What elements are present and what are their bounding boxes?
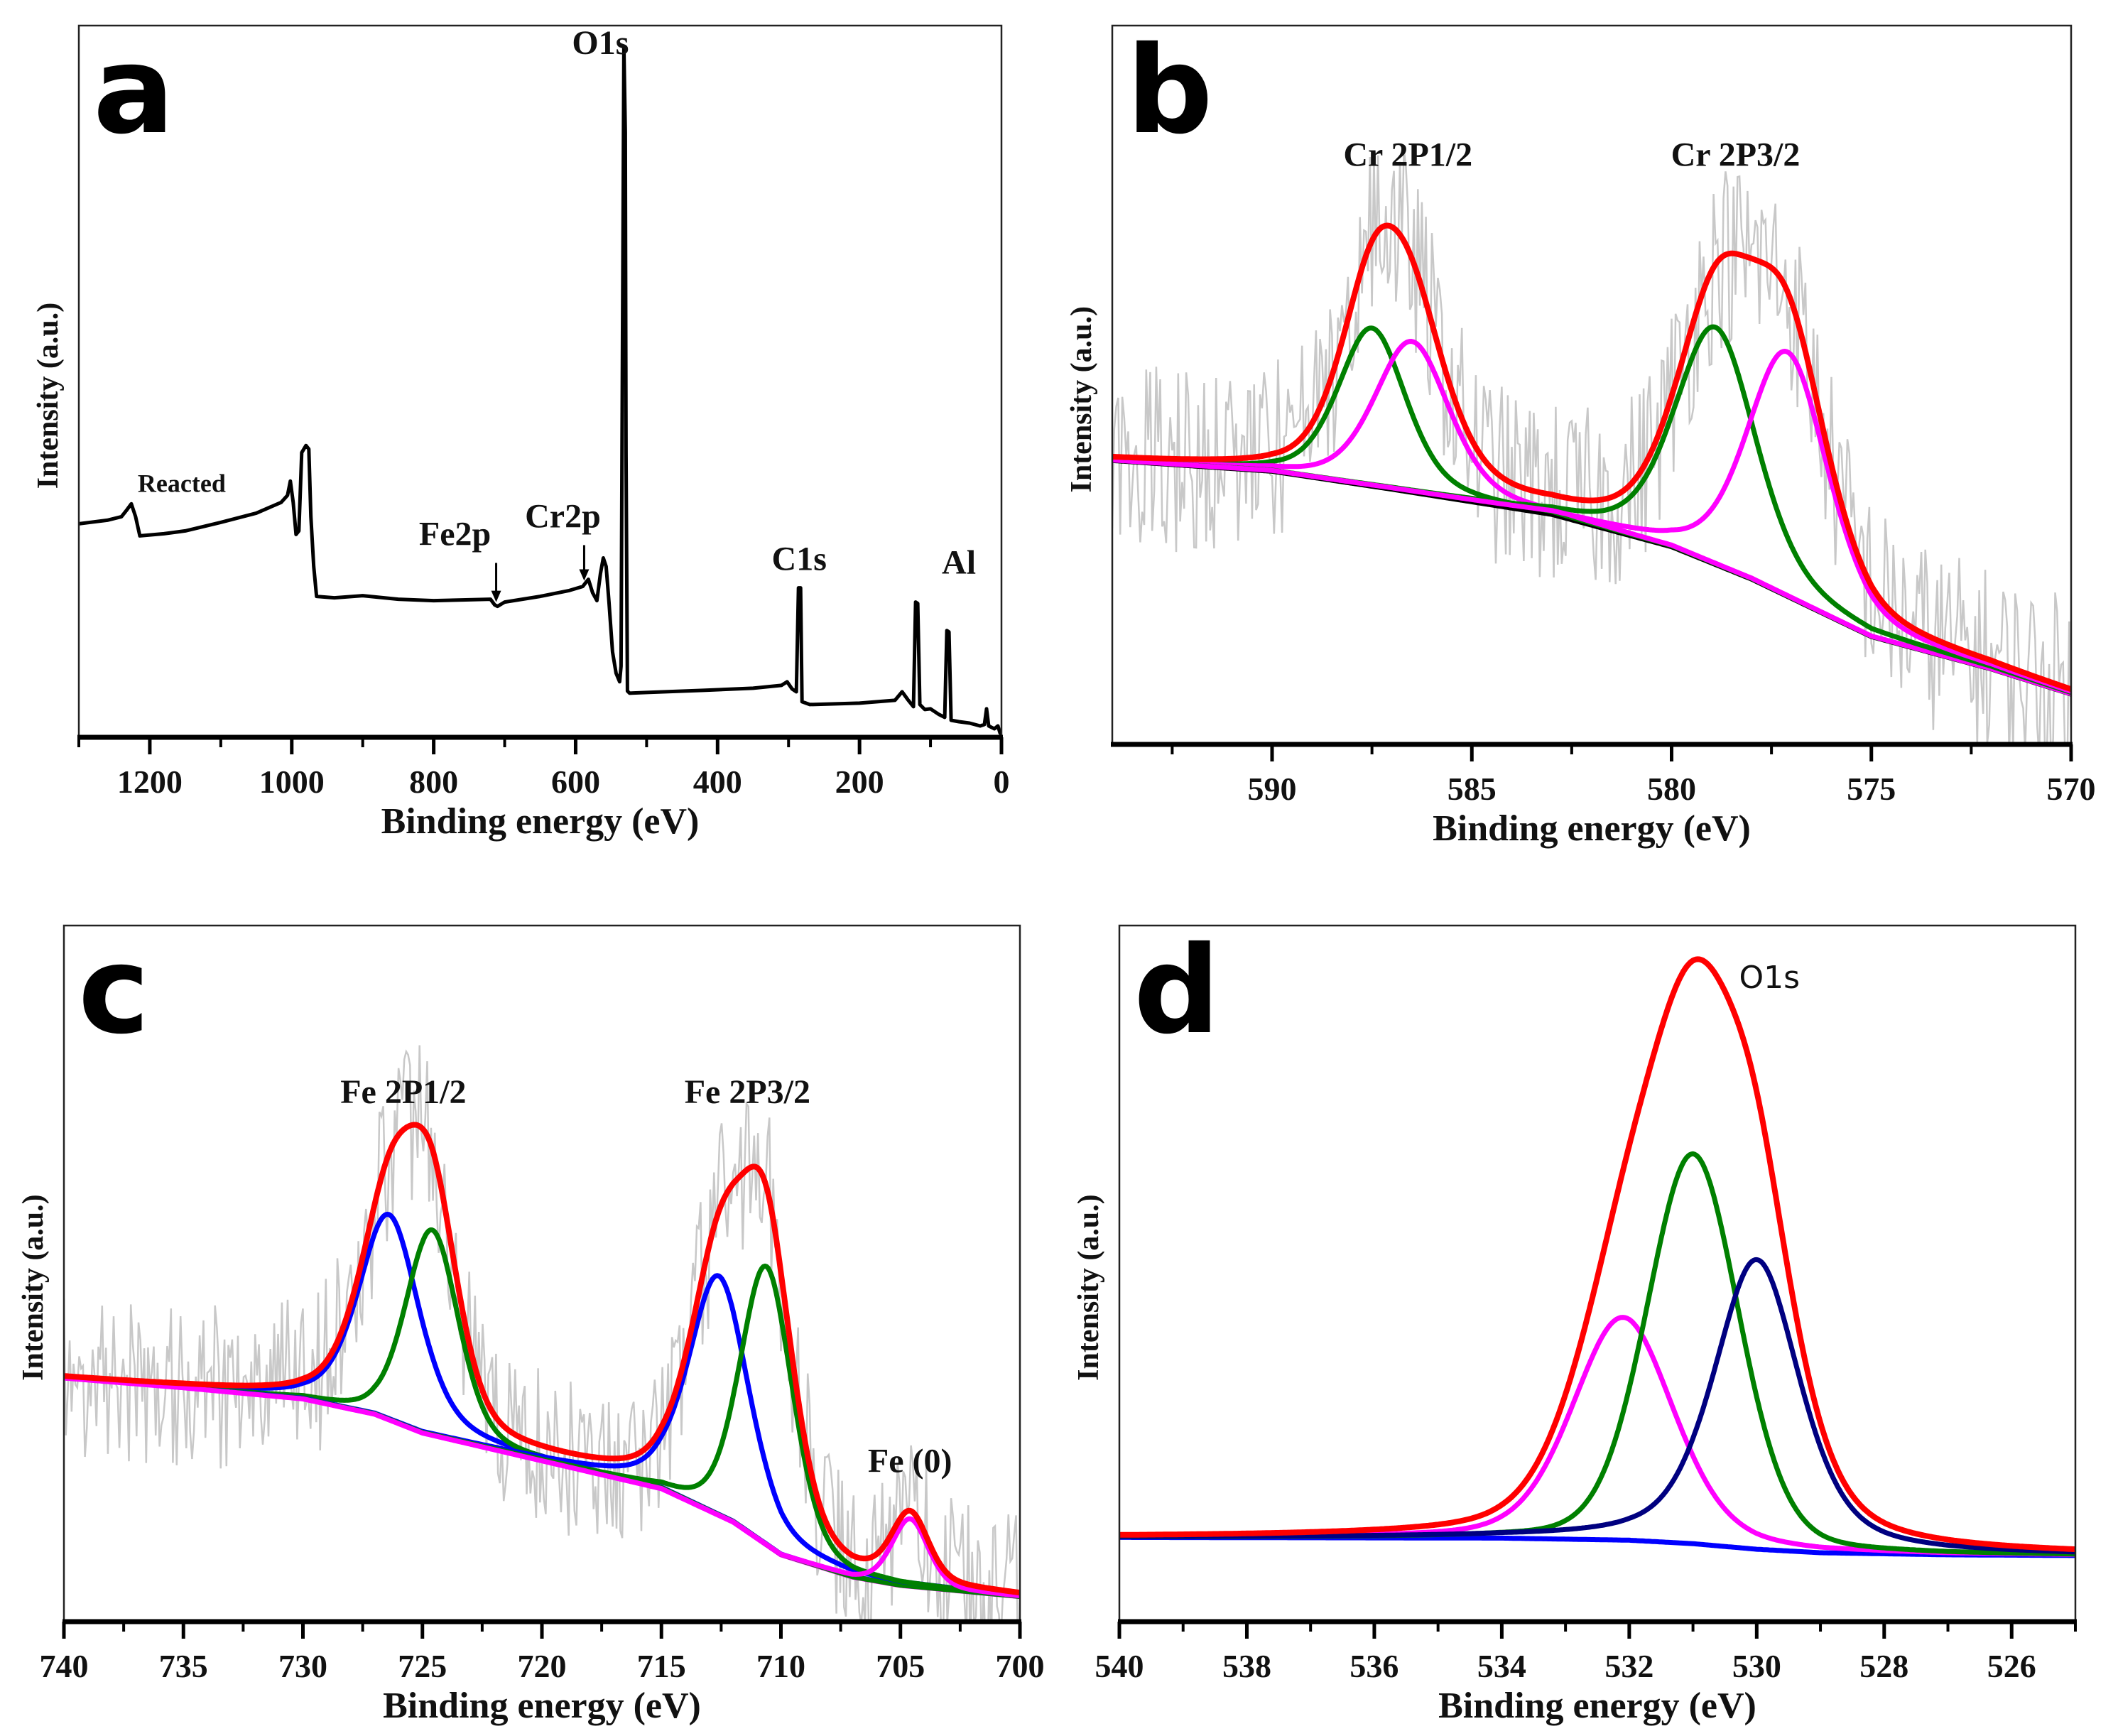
fit-envelope-line — [1119, 956, 2075, 1552]
raw-spectrum-line — [1112, 149, 2071, 744]
peak-annotation: C1s — [772, 541, 827, 578]
plot-area — [1119, 956, 2075, 1558]
fit-component-0 — [1119, 1315, 2075, 1557]
arrow-head-icon — [491, 590, 501, 602]
panel-a: 1200 1000 800 600 400 200 0 Binding energy (eV)… — [32, 21, 1010, 842]
x-tick-label: 540 — [1095, 1648, 1144, 1684]
peak-annotation: Fe2p — [419, 515, 491, 553]
panel-letter: b — [1126, 21, 1213, 161]
peak-annotation: Fe 2P1/2 — [340, 1073, 466, 1111]
y-axis-title: Intensity (a.u.) — [1072, 1194, 1105, 1381]
peak-annotation: Reacted — [138, 469, 226, 497]
x-tick-label: 720 — [518, 1648, 567, 1684]
plot-frame — [77, 24, 1003, 739]
x-tick-label: 534 — [1477, 1648, 1526, 1684]
x-tick-label: 575 — [1847, 771, 1896, 807]
panel-letter: c — [78, 921, 150, 1061]
x-tick-label: 532 — [1604, 1648, 1653, 1684]
fit-envelope-line — [1112, 222, 2071, 693]
panel-letter: d — [1134, 921, 1220, 1061]
peak-annotation: O1s — [572, 24, 629, 62]
x-axis-title: Binding energy (eV) — [1433, 808, 1751, 849]
peak-annotation: Cr2p — [525, 497, 601, 535]
panel-d: 540 538 536 534 532 530 528 526 Binding energy (… — [1072, 921, 2077, 1726]
x-tick-label: 530 — [1732, 1648, 1781, 1684]
plot-area — [1112, 149, 2071, 744]
fit-component-4 — [64, 1375, 1020, 1599]
x-tick-label: 200 — [835, 764, 884, 800]
peak-annotation: O1s — [1739, 960, 1800, 996]
y-axis-title: Intensity (a.u.) — [1065, 306, 1098, 493]
fit-component-1 — [1119, 1151, 2075, 1557]
y-axis-title: Intensity (a.u.) — [32, 303, 65, 489]
plot-area — [79, 45, 1001, 736]
panel-b: 590 585 580 575 570 Binding energy (eV) Intens… — [1065, 21, 2096, 849]
x-tick-label: 0 — [994, 764, 1010, 800]
x-tick-label: 740 — [40, 1648, 89, 1684]
x-tick-label: 1000 — [259, 764, 325, 800]
x-tick-label: 570 — [2047, 771, 2096, 807]
panel-c: 740 735 730 725 720 715 710 705 700 Binding energ… — [17, 921, 1045, 1726]
x-tick-label: 600 — [551, 764, 600, 800]
x-tick-label: 715 — [637, 1648, 686, 1684]
x-tick-label: 730 — [278, 1648, 327, 1684]
x-tick-label: 735 — [159, 1648, 208, 1684]
peak-annotation: Fe (0) — [868, 1442, 952, 1480]
fit-component-2 — [1119, 1257, 2075, 1555]
panel-letter: a — [93, 21, 175, 161]
x-tick-label: 400 — [693, 764, 742, 800]
fit-envelope-line — [64, 1122, 1020, 1596]
x-tick-label: 585 — [1448, 771, 1497, 807]
y-axis-title: Intensity (a.u.) — [17, 1194, 50, 1381]
x-tick-label: 1200 — [117, 764, 183, 800]
fit-component-3 — [1112, 349, 2071, 694]
x-axis-title: Binding energy (eV) — [1438, 1686, 1756, 1726]
peak-annotation: Cr 2P3/2 — [1671, 136, 1801, 173]
x-tick-label: 725 — [398, 1648, 447, 1684]
series-line-0 — [79, 45, 1001, 736]
x-tick-label: 538 — [1222, 1648, 1271, 1684]
x-tick-label: 800 — [409, 764, 458, 800]
x-tick-label: 590 — [1248, 771, 1297, 807]
x-axis-title: Binding energy (eV) — [383, 1686, 701, 1726]
x-tick-label: 528 — [1859, 1648, 1908, 1684]
x-tick-label: 580 — [1647, 771, 1696, 807]
x-tick-label: 526 — [1987, 1648, 2036, 1684]
peak-annotation: Al — [942, 544, 976, 582]
plot-area — [64, 1045, 1020, 1622]
plot-frame — [63, 924, 1021, 1623]
x-tick-label: 536 — [1349, 1648, 1399, 1684]
arrow-head-icon — [579, 569, 590, 581]
peak-annotation: Fe 2P3/2 — [685, 1073, 810, 1111]
x-tick-label: 705 — [876, 1648, 925, 1684]
x-tick-label: 700 — [996, 1648, 1045, 1684]
peak-annotation: Cr 2P1/2 — [1343, 136, 1472, 173]
x-tick-label: 710 — [756, 1648, 805, 1684]
x-axis-title: Binding energy (eV) — [381, 801, 700, 842]
